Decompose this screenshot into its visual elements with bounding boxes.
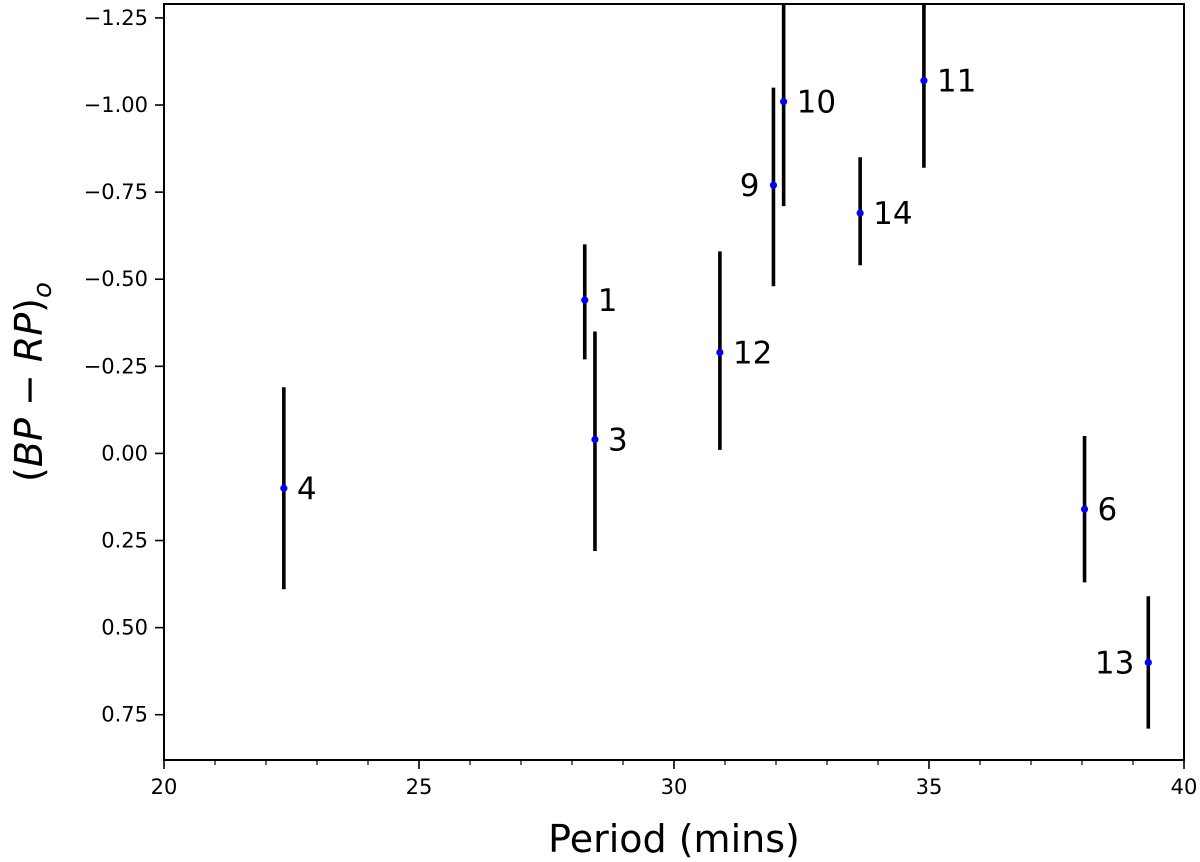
x-tick-label: 40 xyxy=(1171,775,1198,799)
y-tick-label: 0.75 xyxy=(101,703,148,727)
y-tick-label: 0.00 xyxy=(101,441,148,465)
y-tick-label: −1.00 xyxy=(84,93,148,117)
x-tick-label: 35 xyxy=(916,775,943,799)
y-tick-label: 0.50 xyxy=(101,616,148,640)
y-tick-label: −1.25 xyxy=(84,6,148,30)
point-label: 1 xyxy=(598,283,618,319)
y-axis-title: (BP − RP)o xyxy=(7,282,58,482)
y-tick-label: 0.25 xyxy=(101,529,148,553)
point-label: 6 xyxy=(1098,492,1118,528)
data-point xyxy=(780,97,788,106)
y-tick-label: −0.25 xyxy=(84,354,148,378)
data-point xyxy=(856,209,864,217)
x-tick-label: 30 xyxy=(661,775,688,799)
point-label: 9 xyxy=(740,168,760,204)
point-label: 3 xyxy=(608,422,628,458)
point-label: 11 xyxy=(937,64,976,100)
y-axis: −1.25 −1.00 −0.75 −0.50 −0.25 0.00 0.25 0.50 0.7… xyxy=(84,6,164,727)
point-label: 13 xyxy=(1095,645,1134,681)
data-point xyxy=(920,77,928,85)
x-tick-label: 20 xyxy=(151,775,178,799)
data-point xyxy=(716,348,724,356)
point-label: 12 xyxy=(733,335,772,371)
data-point xyxy=(1080,505,1089,513)
data-point xyxy=(591,435,599,444)
x-axis: 20 25 30 35 40 xyxy=(151,760,1198,799)
plot-frame xyxy=(163,3,1185,761)
y-tick-label: −0.75 xyxy=(84,180,148,204)
point-label: 10 xyxy=(797,85,836,121)
data-point xyxy=(1144,658,1152,667)
y-axis-title-close-paren: ) xyxy=(7,298,51,313)
y-axis-title-rp: RP xyxy=(7,313,51,362)
data-point xyxy=(769,181,778,189)
x-axis-title: Period (mins) xyxy=(548,817,800,861)
y-tick-label: −0.50 xyxy=(84,267,148,291)
data-point xyxy=(581,296,589,304)
y-axis-title-open-paren: ( xyxy=(7,467,51,482)
y-axis-title-bp: BP xyxy=(7,418,51,467)
x-tick-label: 25 xyxy=(406,775,433,799)
y-axis-title-minus: − xyxy=(7,362,51,418)
y-axis-title-subscript: o xyxy=(28,282,58,298)
point-label: 4 xyxy=(297,471,317,507)
data-series xyxy=(280,4,1152,729)
data-point xyxy=(280,484,288,492)
point-label: 14 xyxy=(873,196,912,232)
